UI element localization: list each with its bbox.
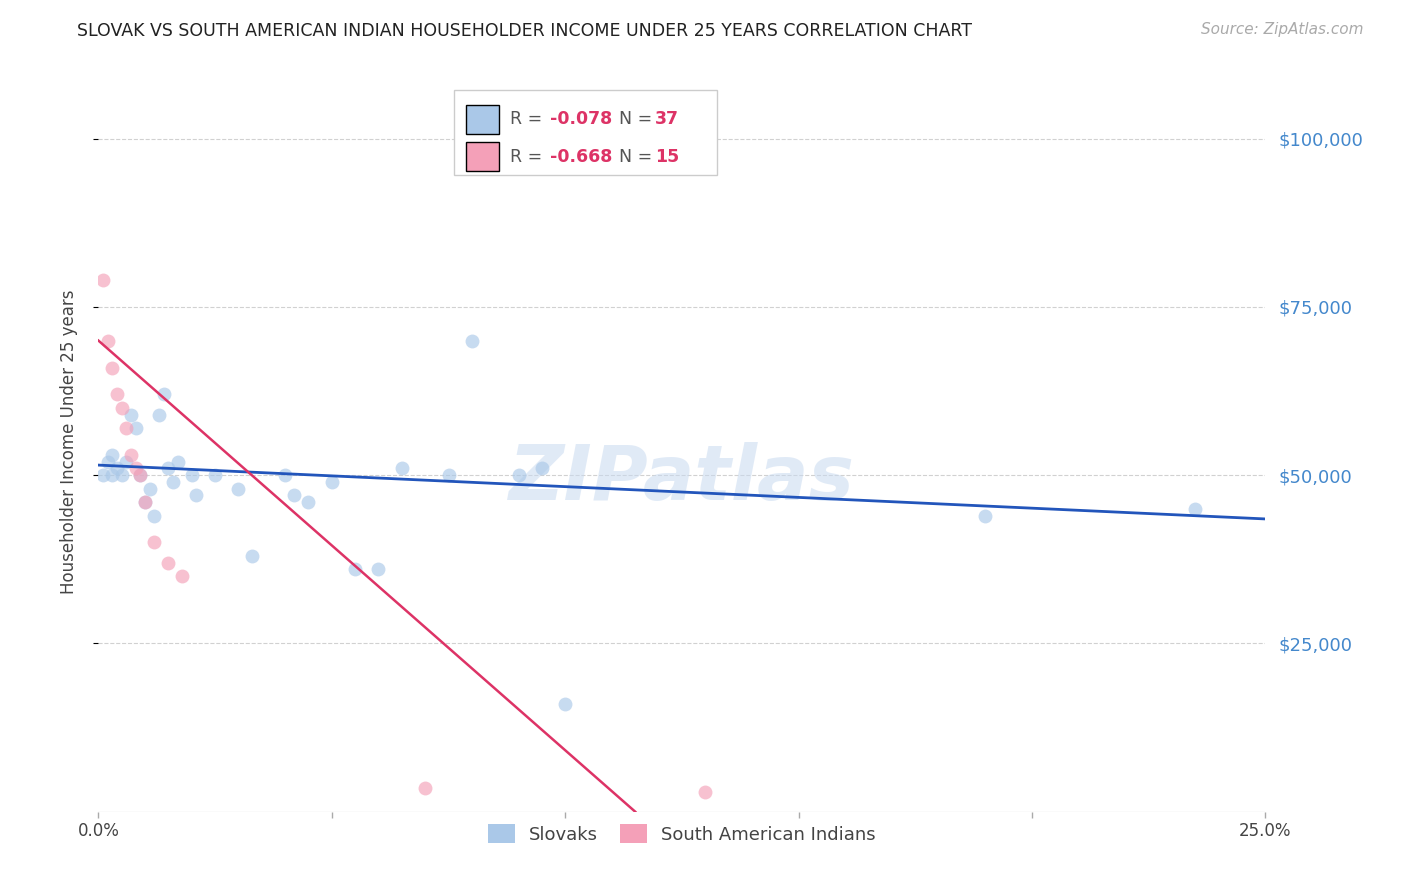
Point [186,488,208,502]
Point [105,387,128,401]
Point [101,468,124,483]
Text: -0.668: -0.668 [550,147,613,166]
Point [180,468,202,483]
Text: ZIPatlas: ZIPatlas [509,442,855,516]
Point [148,408,170,422]
Point [125,421,148,435]
Point [152,387,174,401]
Text: N =: N = [609,111,658,128]
Point [391,461,413,475]
Point [297,495,319,509]
Point [204,468,226,483]
Y-axis label: Householder Income Under 25 years: Householder Income Under 25 years [59,289,77,594]
Point [508,468,530,483]
Point [97,455,120,469]
Legend: Slovaks, South American Indians: Slovaks, South American Indians [481,817,883,851]
Point [115,421,138,435]
Text: SLOVAK VS SOUTH AMERICAN INDIAN HOUSEHOLDER INCOME UNDER 25 YEARS CORRELATION CH: SLOVAK VS SOUTH AMERICAN INDIAN HOUSEHOL… [77,22,973,40]
Point [162,475,184,489]
Point [129,468,152,483]
Text: R =: R = [510,147,548,166]
Point [367,562,389,576]
Point [274,468,297,483]
Text: Source: ZipAtlas.com: Source: ZipAtlas.com [1201,22,1364,37]
FancyBboxPatch shape [465,143,499,170]
Point [134,495,156,509]
Point [437,468,460,483]
Point [97,334,120,348]
Point [228,482,250,496]
Text: -0.078: -0.078 [550,111,612,128]
Point [1184,501,1206,516]
Point [101,360,124,375]
FancyBboxPatch shape [454,90,717,175]
Point [157,461,180,475]
Point [120,408,142,422]
Text: N =: N = [609,147,658,166]
Point [143,535,166,549]
Point [461,334,484,348]
Point [120,448,142,462]
Text: 37: 37 [655,111,679,128]
Point [554,697,576,711]
Point [321,475,343,489]
Point [125,461,148,475]
Point [172,569,194,583]
Point [91,273,114,287]
Point [101,448,124,462]
Point [115,455,138,469]
Point [283,488,305,502]
Point [111,401,134,415]
Point [413,781,436,796]
Point [134,495,156,509]
Point [695,784,717,798]
Point [143,508,166,523]
Point [91,468,114,483]
FancyBboxPatch shape [465,105,499,134]
Point [157,556,180,570]
Point [530,461,553,475]
Text: R =: R = [510,111,548,128]
Point [344,562,367,576]
Point [105,461,128,475]
Point [111,468,134,483]
Point [129,468,152,483]
Text: 15: 15 [655,147,679,166]
Point [139,482,162,496]
Point [974,508,997,523]
Point [166,455,188,469]
Point [242,549,264,563]
